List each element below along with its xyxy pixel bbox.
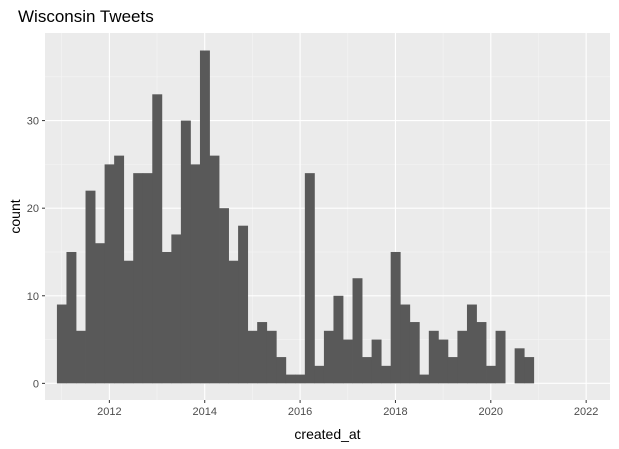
histogram-bar [190, 164, 201, 384]
histogram-bar [323, 330, 334, 384]
histogram-bar [371, 339, 382, 384]
y-tick-label: 30 [27, 116, 39, 128]
histogram-bar [419, 374, 430, 384]
histogram-bar [95, 243, 105, 384]
histogram-bar [457, 330, 468, 384]
histogram-bar [362, 357, 373, 384]
histogram-bar [285, 374, 296, 384]
histogram-bars [56, 50, 535, 384]
histogram-bar [228, 260, 239, 384]
histogram-bar [114, 155, 125, 384]
histogram-bar [390, 251, 401, 384]
histogram-bar [257, 322, 268, 384]
x-tick-label: 2022 [574, 406, 598, 418]
y-tick-label: 10 [27, 291, 39, 303]
histogram-bar [295, 374, 306, 384]
histogram-bar [247, 330, 258, 384]
histogram-bar [495, 330, 506, 384]
histogram-bar [133, 173, 144, 384]
x-tick-label: 2012 [97, 406, 121, 418]
histogram-bar [85, 190, 96, 384]
histogram-bar [209, 155, 220, 384]
y-axis-title: count [7, 199, 23, 233]
histogram-bar [514, 348, 525, 384]
histogram-bar [352, 278, 363, 384]
histogram-bar [123, 260, 134, 384]
histogram-bar [486, 365, 496, 384]
histogram-bar [400, 304, 411, 384]
histogram-bar [476, 322, 487, 384]
histogram-bar [343, 339, 353, 384]
x-tick-label: 2014 [192, 406, 216, 418]
x-tick-label: 2020 [479, 406, 503, 418]
histogram-bar [142, 173, 153, 384]
histogram-bar [381, 365, 392, 384]
histogram-bar [219, 208, 229, 384]
histogram-bar [276, 357, 287, 384]
histogram-bar [180, 120, 191, 384]
histogram-bar [314, 365, 325, 384]
histogram-bar [304, 173, 315, 384]
histogram-bar [447, 357, 458, 384]
y-tick-label: 20 [27, 203, 39, 215]
histogram-bar [171, 234, 182, 384]
histogram-bar [466, 304, 477, 384]
histogram-bar [104, 164, 115, 384]
histogram-bar [266, 330, 277, 384]
x-axis-title: created_at [294, 426, 360, 442]
histogram-bar [199, 50, 210, 384]
histogram-bar [66, 251, 77, 384]
histogram-bar [333, 295, 344, 384]
x-axis: 2012 2014 2016 2018 2020 2022 [97, 400, 598, 418]
histogram-bar [238, 225, 249, 384]
histogram-bar [75, 330, 86, 384]
histogram-bar [409, 322, 420, 384]
histogram-bar [428, 330, 439, 384]
chart-title: Wisconsin Tweets [18, 7, 154, 26]
x-tick-label: 2016 [288, 406, 312, 418]
histogram-bar [524, 357, 535, 384]
histogram-bar [438, 339, 449, 384]
y-axis: 0 10 20 30 [27, 116, 45, 390]
histogram-bar [56, 304, 67, 384]
histogram-bar [161, 251, 172, 384]
y-tick-label: 0 [33, 378, 39, 390]
x-tick-label: 2018 [383, 406, 407, 418]
histogram-bar [152, 94, 163, 384]
